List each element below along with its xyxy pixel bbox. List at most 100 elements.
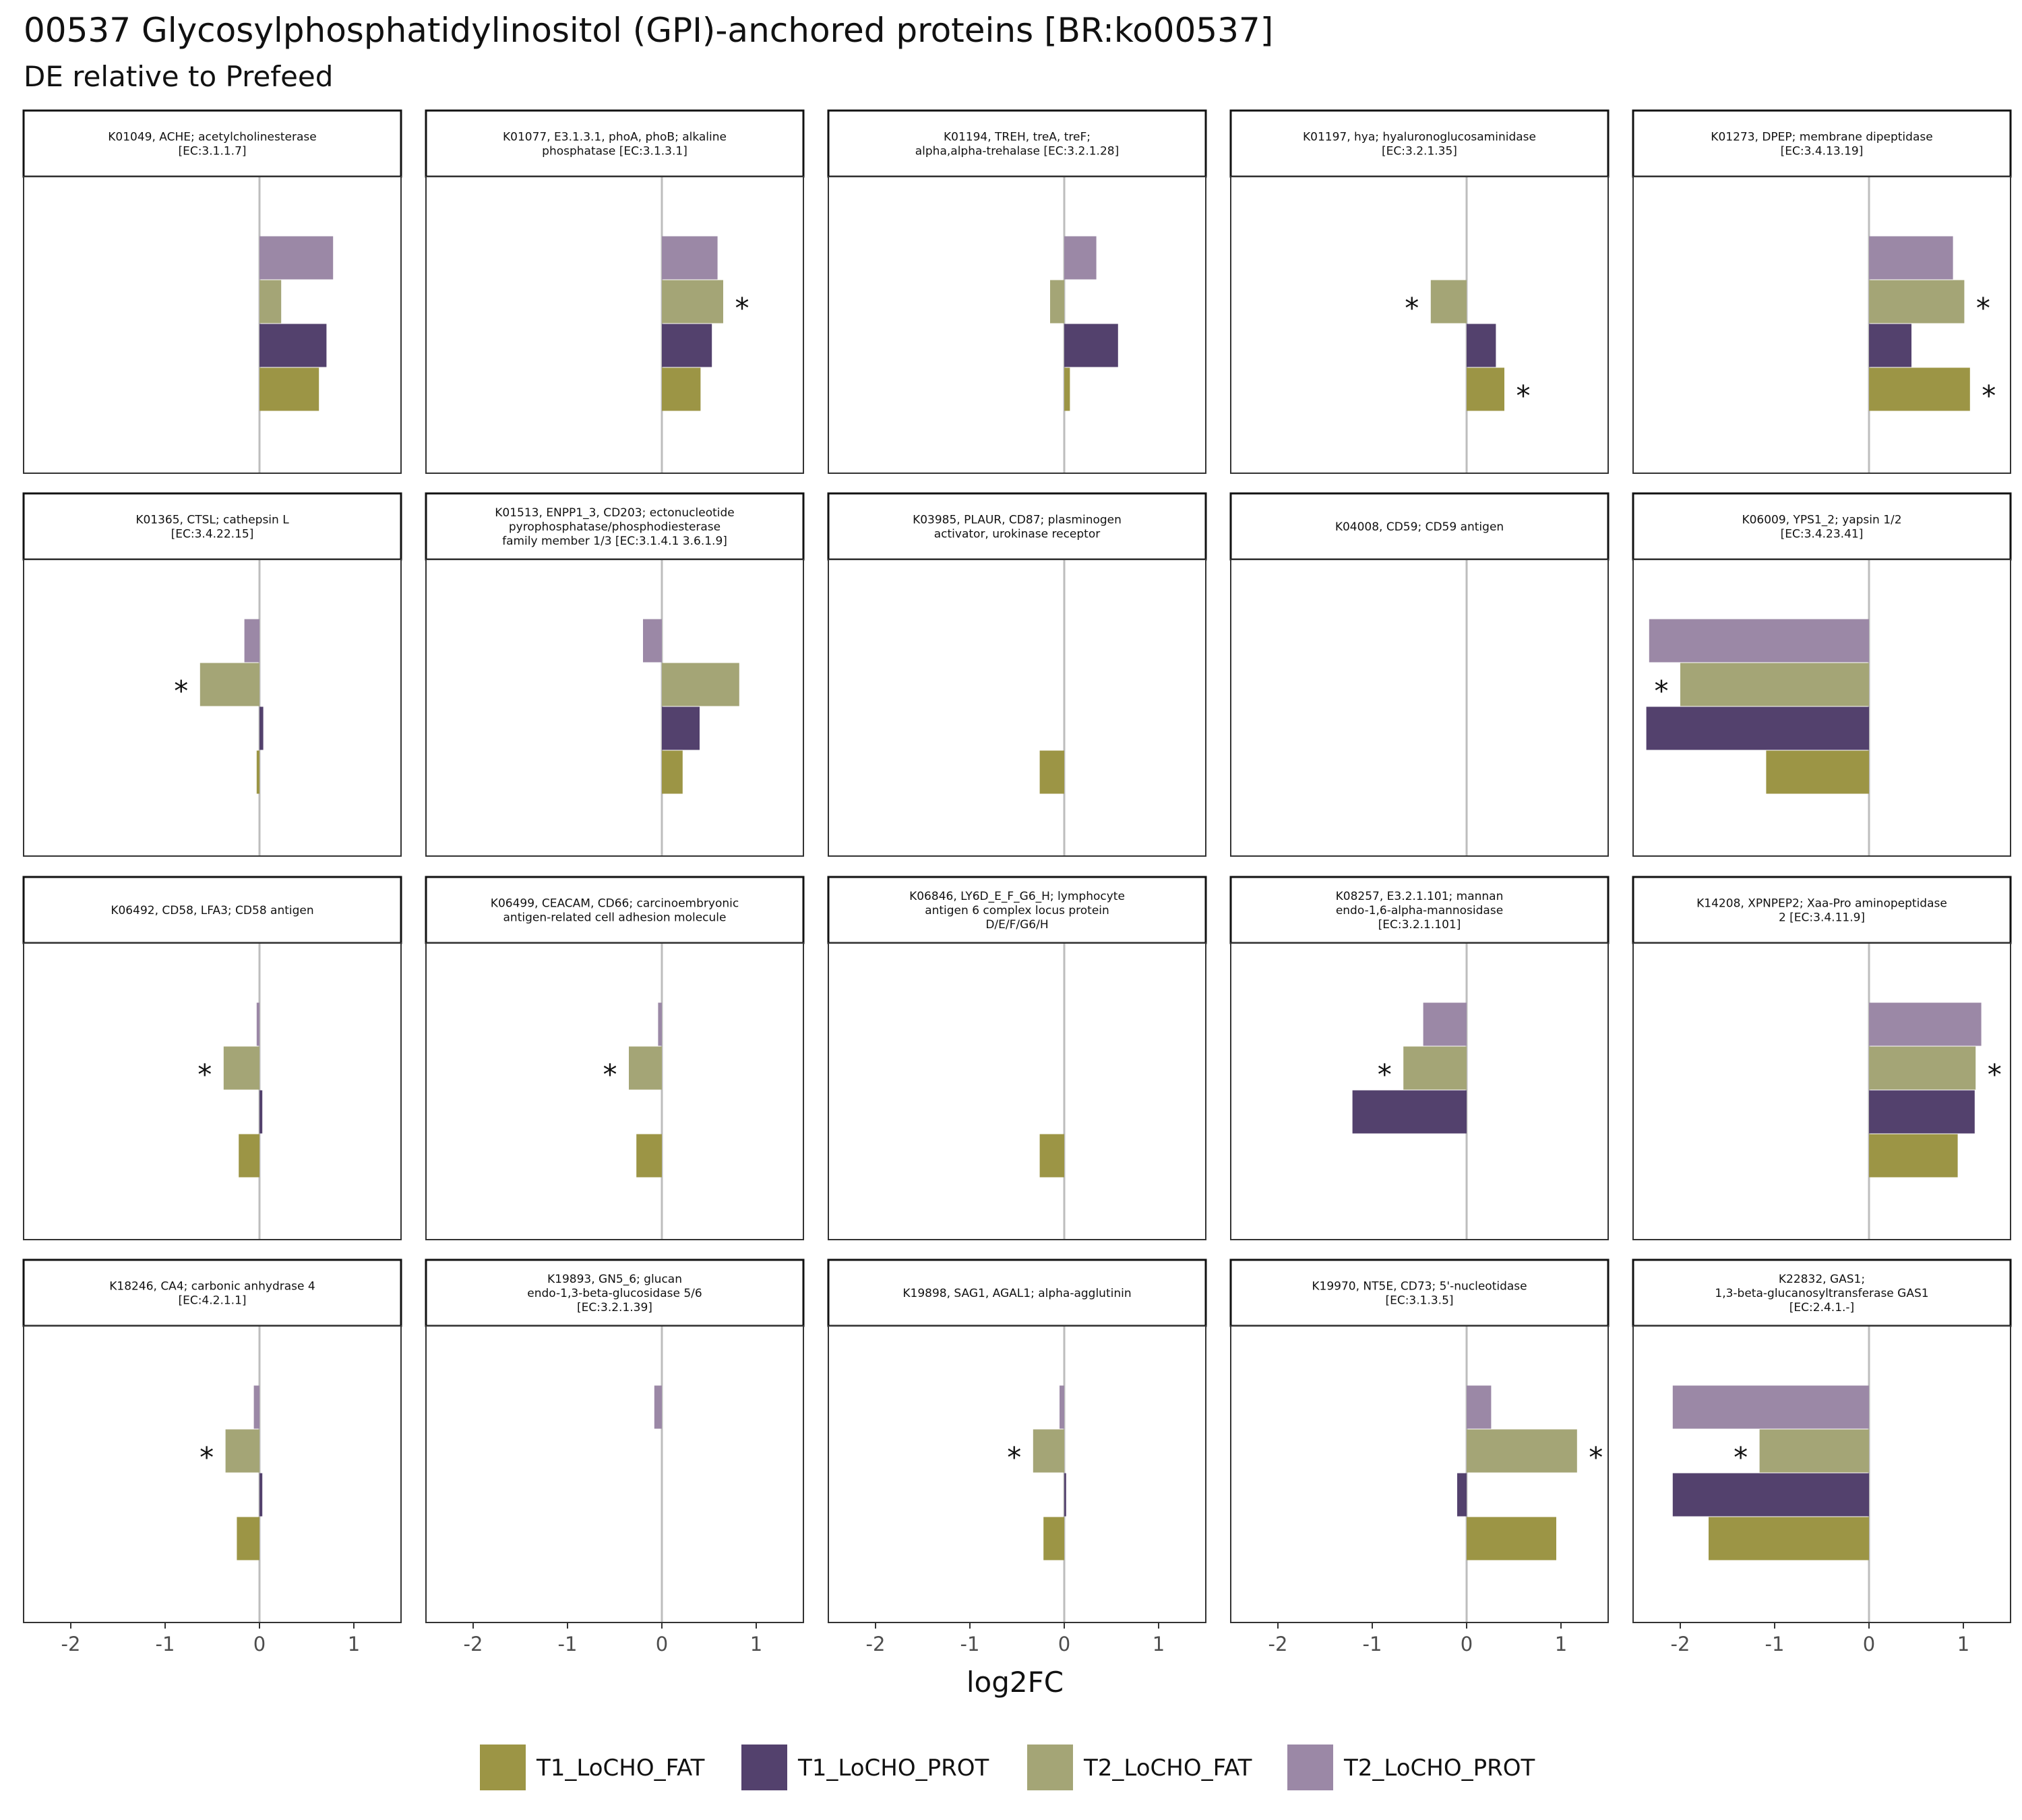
bar xyxy=(259,236,334,280)
bar xyxy=(1352,1090,1467,1134)
bar xyxy=(1064,324,1118,367)
bar xyxy=(253,1385,259,1429)
facet-strip-label: K04008, CD59; CD59 antigen xyxy=(1335,520,1504,534)
bar xyxy=(1039,750,1064,794)
facet-panel: K01197, hya; hyaluronoglucosaminidase[EC… xyxy=(1229,109,1610,474)
plot-area xyxy=(1231,559,1608,856)
bar xyxy=(1869,1002,1982,1046)
facet-strip xyxy=(827,1258,1207,1327)
legend: T1_LoCHO_FAT T1_LoCHO_PROT T2_LoCHO_FAT T2_… xyxy=(480,1745,1535,1790)
facet-strip-label: 2 [EC:3.4.11.9] xyxy=(1779,911,1865,925)
panel-border xyxy=(1632,559,2011,857)
facet-panel: K19898, SAG1, AGAL1; alpha-agglutinin * -2… xyxy=(827,1258,1207,1656)
facet-strip-label: [EC:3.2.1.35] xyxy=(1382,145,1457,158)
facet-strip-label: [EC:2.4.1.-] xyxy=(1789,1301,1854,1314)
bar xyxy=(636,1134,662,1178)
bar xyxy=(1039,1134,1064,1178)
legend-key xyxy=(480,1745,526,1790)
facet-strip-label: K01049, ACHE; acetylcholinesterase xyxy=(108,131,316,144)
x-tick-label: 0 xyxy=(656,1633,668,1656)
bar xyxy=(1766,750,1869,794)
plot-area xyxy=(426,943,803,1240)
significance-star: * xyxy=(200,1441,214,1474)
significance-star: * xyxy=(1976,292,1990,325)
bar xyxy=(1423,1002,1467,1046)
facet-panel: K01273, DPEP; membrane dipeptidase[EC:3.… xyxy=(1632,109,2012,474)
facet-panel: K01194, TREH, treA, treF;alpha,alpha-tre… xyxy=(827,109,1207,474)
bar xyxy=(259,1473,263,1517)
bar xyxy=(1680,663,1869,706)
facet-panel: K19893, GN5_6; glucanendo-1,3-beta-gluco… xyxy=(425,1258,805,1656)
facet-panel: K04008, CD59; CD59 antigen xyxy=(1229,492,1610,857)
facet-strip-label: [EC:3.4.22.15] xyxy=(171,528,254,541)
significance-star: * xyxy=(1007,1441,1021,1474)
bar xyxy=(662,324,712,367)
facet-strip-label: K06499, CEACAM, CD66; carcinoembryonic xyxy=(491,897,739,911)
facet-panel: K01365, CTSL; cathepsin L[EC:3.4.22.15] * xyxy=(22,492,402,857)
panel-border xyxy=(1632,1325,2011,1623)
significance-star: * xyxy=(1405,292,1419,325)
significance-star: * xyxy=(1655,675,1669,708)
facet-strip-label: K06009, YPS1_2; yapsin 1/2 xyxy=(1742,514,1901,527)
facet-strip-label: [EC:3.1.3.5] xyxy=(1385,1294,1453,1308)
x-tick-label: -2 xyxy=(866,1633,886,1656)
bar xyxy=(1467,324,1496,367)
plot-area xyxy=(24,177,401,473)
facet-strip-label: K03985, PLAUR, CD87; plasminogen xyxy=(913,514,1122,527)
x-tick-label: 1 xyxy=(750,1633,762,1656)
facet-strip-label: [EC:3.2.1.39] xyxy=(577,1301,652,1314)
plot-area xyxy=(828,177,1206,473)
facet-panel: K03985, PLAUR, CD87; plasminogenactivato… xyxy=(827,492,1207,857)
facet-strip-label: K19898, SAG1, AGAL1; alpha-agglutinin xyxy=(902,1287,1131,1300)
facet-strip-label: [EC:3.4.13.19] xyxy=(1781,145,1864,158)
facet-strip-label: [EC:3.4.23.41] xyxy=(1781,528,1864,541)
bar xyxy=(1869,280,1965,324)
significance-star: * xyxy=(735,292,749,325)
facet-strip xyxy=(1229,109,1610,178)
bar xyxy=(259,324,327,367)
plot-area xyxy=(24,943,401,1240)
x-tick-label: -1 xyxy=(1765,1633,1785,1656)
significance-star: * xyxy=(1516,380,1531,413)
x-tick-label: 1 xyxy=(348,1633,360,1656)
panel-border xyxy=(1230,942,1609,1240)
bar xyxy=(1467,1385,1492,1429)
bar xyxy=(1064,236,1097,280)
plot-area xyxy=(24,559,401,856)
facet-strip-label: pyrophosphatase/phosphodiesterase xyxy=(509,520,721,534)
facet-strip-label: K01077, E3.1.3.1, phoA, phoB; alkaline xyxy=(503,131,727,144)
bar xyxy=(1430,280,1467,324)
bar xyxy=(662,750,683,794)
facet-strip xyxy=(22,876,402,944)
plot-area xyxy=(1231,1326,1608,1622)
facet-strip-label: family member 1/3 [EC:3.1.4.1 3.6.1.9] xyxy=(502,535,727,548)
facet-panels: K01049, ACHE; acetylcholinesterase [EC:3.… xyxy=(22,109,2012,1656)
panel-border xyxy=(828,176,1206,474)
facet-panel: K06846, LY6D_E_F_G6_H; lymphocyteantigen… xyxy=(827,876,1207,1240)
bar xyxy=(654,1385,662,1429)
bar xyxy=(1060,1385,1064,1429)
plot-area xyxy=(828,559,1206,856)
facet-strip-label: D/E/F/G6/H xyxy=(985,918,1048,932)
panel-border xyxy=(1230,559,1609,857)
facet-strip xyxy=(827,492,1207,561)
bar xyxy=(244,619,259,663)
bar xyxy=(1759,1429,1869,1473)
x-tick-label: -2 xyxy=(1268,1633,1288,1656)
plot-area xyxy=(24,1326,401,1622)
facet-strip xyxy=(1229,876,1610,944)
legend-label: T2_LoCHO_FAT xyxy=(1083,1755,1252,1782)
bar xyxy=(259,1090,263,1134)
panel-border xyxy=(23,1325,402,1623)
facet-strip-label: endo-1,6-alpha-mannosidase xyxy=(1336,904,1503,917)
x-tick-label: -1 xyxy=(1363,1633,1382,1656)
bar xyxy=(1869,1090,1975,1134)
x-tick-label: -1 xyxy=(156,1633,175,1656)
x-tick-label: 0 xyxy=(1461,1633,1473,1656)
x-tick-label: -1 xyxy=(558,1633,578,1656)
significance-star: * xyxy=(197,1058,212,1091)
bar xyxy=(1064,1473,1066,1517)
facet-panel: K14208, XPNPEP2; Xaa-Pro aminopeptidase2… xyxy=(1632,876,2012,1240)
legend-key xyxy=(1027,1745,1073,1790)
